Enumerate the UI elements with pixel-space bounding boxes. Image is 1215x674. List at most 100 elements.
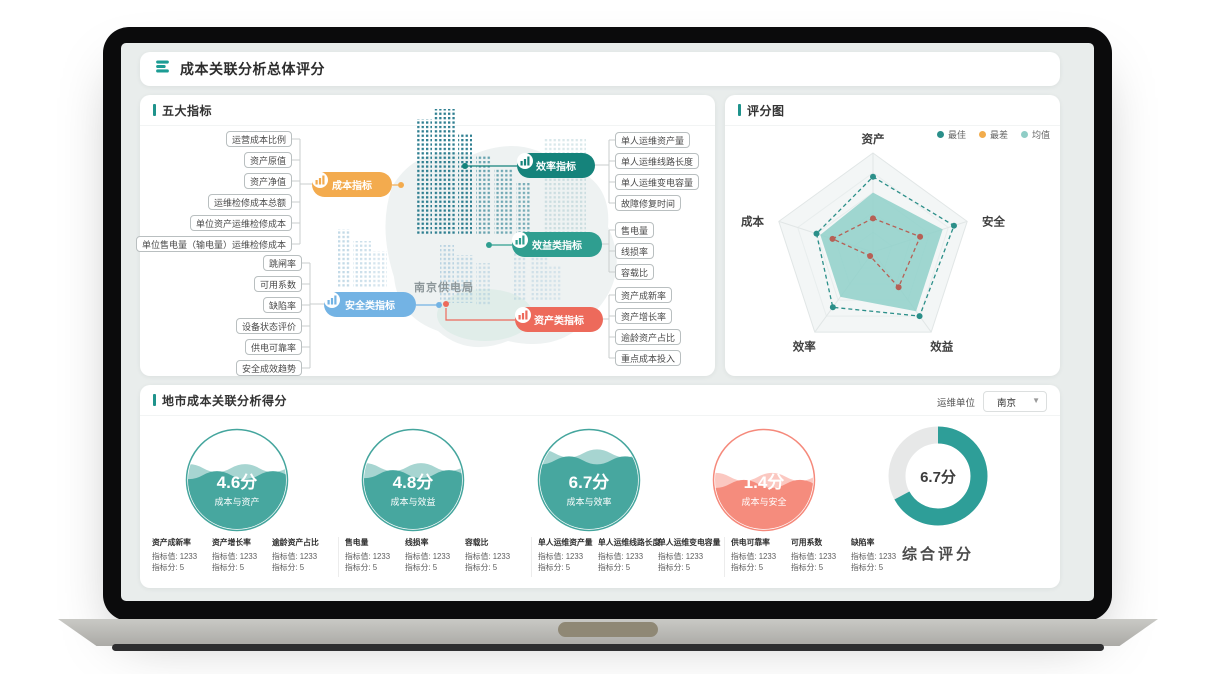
metric-value: 指标值: 1233	[598, 552, 644, 561]
metric-value: 指标值: 1233	[465, 552, 511, 561]
metric-score: 指标分: 5	[658, 563, 691, 572]
radar-title-text: 评分图	[747, 103, 785, 118]
metric-score: 指标分: 5	[405, 563, 438, 572]
gauge-label: 成本与效益	[390, 496, 435, 507]
indicator-item-pill: 单人运维资产量	[615, 132, 691, 148]
indicator-category-node: 成本指标	[312, 172, 392, 197]
radar-axis-label: 安全	[982, 214, 1005, 228]
indicators-title-text: 五大指标	[162, 103, 213, 118]
unit-select-value: 南京	[997, 397, 1017, 409]
indicator-item-pill: 可用系数	[253, 276, 302, 292]
metrics-group-divider	[338, 537, 339, 577]
bar-chart-icon	[312, 172, 328, 188]
legend-entry[interactable]: 最差	[978, 128, 1008, 141]
metric-score: 指标分: 5	[851, 563, 884, 572]
metric-block: 可用系数 指标值: 1233 指标分: 5	[791, 537, 846, 573]
scores-panel-title: 地市成本关联分析得分	[140, 385, 1060, 416]
indicator-item-pill: 故障修复时间	[615, 195, 682, 211]
bar-chart-icon	[515, 307, 531, 323]
metric-score: 指标分: 5	[598, 563, 631, 572]
legend-label: 最佳	[947, 130, 966, 140]
laptop-base	[58, 619, 1158, 646]
metric-block: 资产增长率 指标值: 1233 指标分: 5	[212, 537, 267, 573]
summary-score-label: 综合评分	[901, 546, 974, 563]
radar-axis-label: 效益	[930, 340, 953, 354]
metric-block: 单人运维资产量 指标值: 1233 指标分: 5	[538, 537, 593, 573]
metric-block: 售电量 指标值: 1233 指标分: 5	[345, 537, 400, 573]
metric-name: 资产增长率	[212, 538, 251, 547]
indicator-item-pill: 资产增长率	[615, 308, 673, 324]
panel-five-indicators: 五大指标 南京供电局 运营成本比例 资产原值 资产净值 运维检修成本总额 单位资产运维检…	[135, 95, 715, 376]
indicator-node-label: 效率指标	[536, 162, 576, 173]
metric-value: 指标值: 1233	[791, 552, 837, 561]
indicator-item-pill: 运营成本比例	[225, 131, 292, 147]
metric-score: 指标分: 5	[465, 563, 498, 572]
gauge-value: 6.7分	[569, 473, 610, 492]
metric-block: 资产成新率 指标值: 1233 指标分: 5	[152, 537, 207, 573]
metric-score: 指标分: 5	[345, 563, 378, 572]
app-logo-icon	[154, 58, 171, 80]
unit-select-dropdown[interactable]: 南京 ▼	[983, 391, 1047, 412]
metric-name: 线损率	[405, 538, 429, 547]
metric-name: 单人运维变电容量	[658, 538, 721, 547]
gauge-value: 4.8分	[393, 473, 434, 492]
radar-panel-title: 评分图	[725, 95, 1060, 126]
indicator-item-pill: 资产成新率	[615, 287, 673, 303]
metric-name: 单人运维资产量	[538, 538, 593, 547]
metric-score: 指标分: 5	[272, 563, 305, 572]
score-gauges: 4.6分 成本与资产 4.8分 成本与效益 6.7分 成本与效率 1.4分 成本与安全 6.7分	[140, 385, 1060, 588]
legend-entry[interactable]: 最佳	[936, 128, 966, 141]
indicator-item-pill: 容载比	[615, 264, 655, 280]
metric-value: 指标值: 1233	[152, 552, 198, 561]
metric-score: 指标分: 5	[731, 563, 764, 572]
metrics-row: 资产成新率 指标值: 1233 指标分: 5 资产增长率 指标值: 1233 指标分: 5…	[152, 537, 911, 577]
indicator-mindmap: 南京供电局 运营成本比例 资产原值 资产净值 运维检修成本总额 单位资产运维检修成本 单位…	[135, 95, 715, 376]
metric-block: 容载比指标值: 1233 指标分: 5	[465, 537, 520, 573]
indicator-item-pill: 供电可靠率	[244, 339, 302, 355]
indicator-category-node: 效益类指标	[512, 232, 602, 257]
indicator-item-pill: 售电量	[615, 222, 655, 238]
metric-block: 单人运维变电容量 指标值: 1233 指标分: 5	[658, 537, 721, 573]
panel-score-radar: 评分图 最佳 最差 均值 资产安全效益 效率 成本	[725, 95, 1060, 376]
indicator-item-pill: 运维检修成本总额	[207, 194, 292, 210]
indicator-item-pill: 单位售电量（输电量）运维检修成本	[135, 236, 292, 252]
panel-city-scores: 地市成本关联分析得分 运维单位 南京 ▼ 4.6分 成本与资产 4.8分 成本与效益 6…	[140, 385, 1060, 588]
metrics-group: 单人运维资产量 指标值: 1233 指标分: 5 单人运维线路长度 指标值: 1233 指…	[538, 537, 721, 573]
metric-value: 指标值: 1233	[851, 552, 897, 561]
metric-score: 指标分: 5	[538, 563, 571, 572]
metric-value: 指标值: 1233	[658, 552, 704, 561]
metric-block: 缺陷率 指标值: 1233 指标分: 5	[851, 537, 906, 573]
radar-axis-label: 资产	[862, 132, 885, 146]
indicator-item-pill: 逾龄资产占比	[615, 329, 682, 345]
indicator-category-node: 资产类指标	[515, 307, 603, 332]
indicator-node-label: 成本指标	[332, 181, 372, 192]
metric-value: 指标值: 1233	[212, 552, 258, 561]
indicator-item-pill: 安全成效趋势	[235, 360, 302, 376]
metric-name: 逾龄资产占比	[272, 538, 319, 547]
city-label: 南京供电局	[414, 282, 474, 294]
metric-value: 指标值: 1233	[345, 552, 391, 561]
metric-name: 容载比	[465, 538, 489, 547]
legend-entry[interactable]: 均值	[1020, 128, 1050, 141]
gauge-label: 成本与效率	[566, 496, 611, 507]
indicator-item-pill: 资产净值	[243, 173, 292, 189]
radar-axis-label: 成本	[741, 214, 764, 228]
radar-legend: 最佳 最差 均值	[936, 128, 1050, 141]
unit-filter-label: 运维单位	[936, 397, 975, 409]
title-accent-bar	[153, 104, 156, 116]
metric-score: 指标分: 5	[791, 563, 824, 572]
legend-dot-icon	[1020, 131, 1028, 138]
metric-block: 线损率 指标值: 1233 指标分: 5	[405, 537, 460, 573]
indicator-category-node: 安全类指标	[324, 292, 416, 317]
title-accent-bar	[153, 394, 156, 406]
radar-axis-label: 效率	[793, 340, 816, 354]
legend-dot-icon	[936, 131, 944, 138]
metric-name: 供电可靠率	[731, 538, 770, 547]
metric-value: 指标值: 1233	[538, 552, 584, 561]
metrics-group-divider	[531, 537, 532, 577]
metric-score: 指标分: 5	[152, 563, 185, 572]
metric-block: 供电可靠率 指标值: 1233 指标分: 5	[731, 537, 786, 573]
metric-block: 单人运维线路长度 指标值: 1233 指标分: 5	[598, 537, 660, 573]
